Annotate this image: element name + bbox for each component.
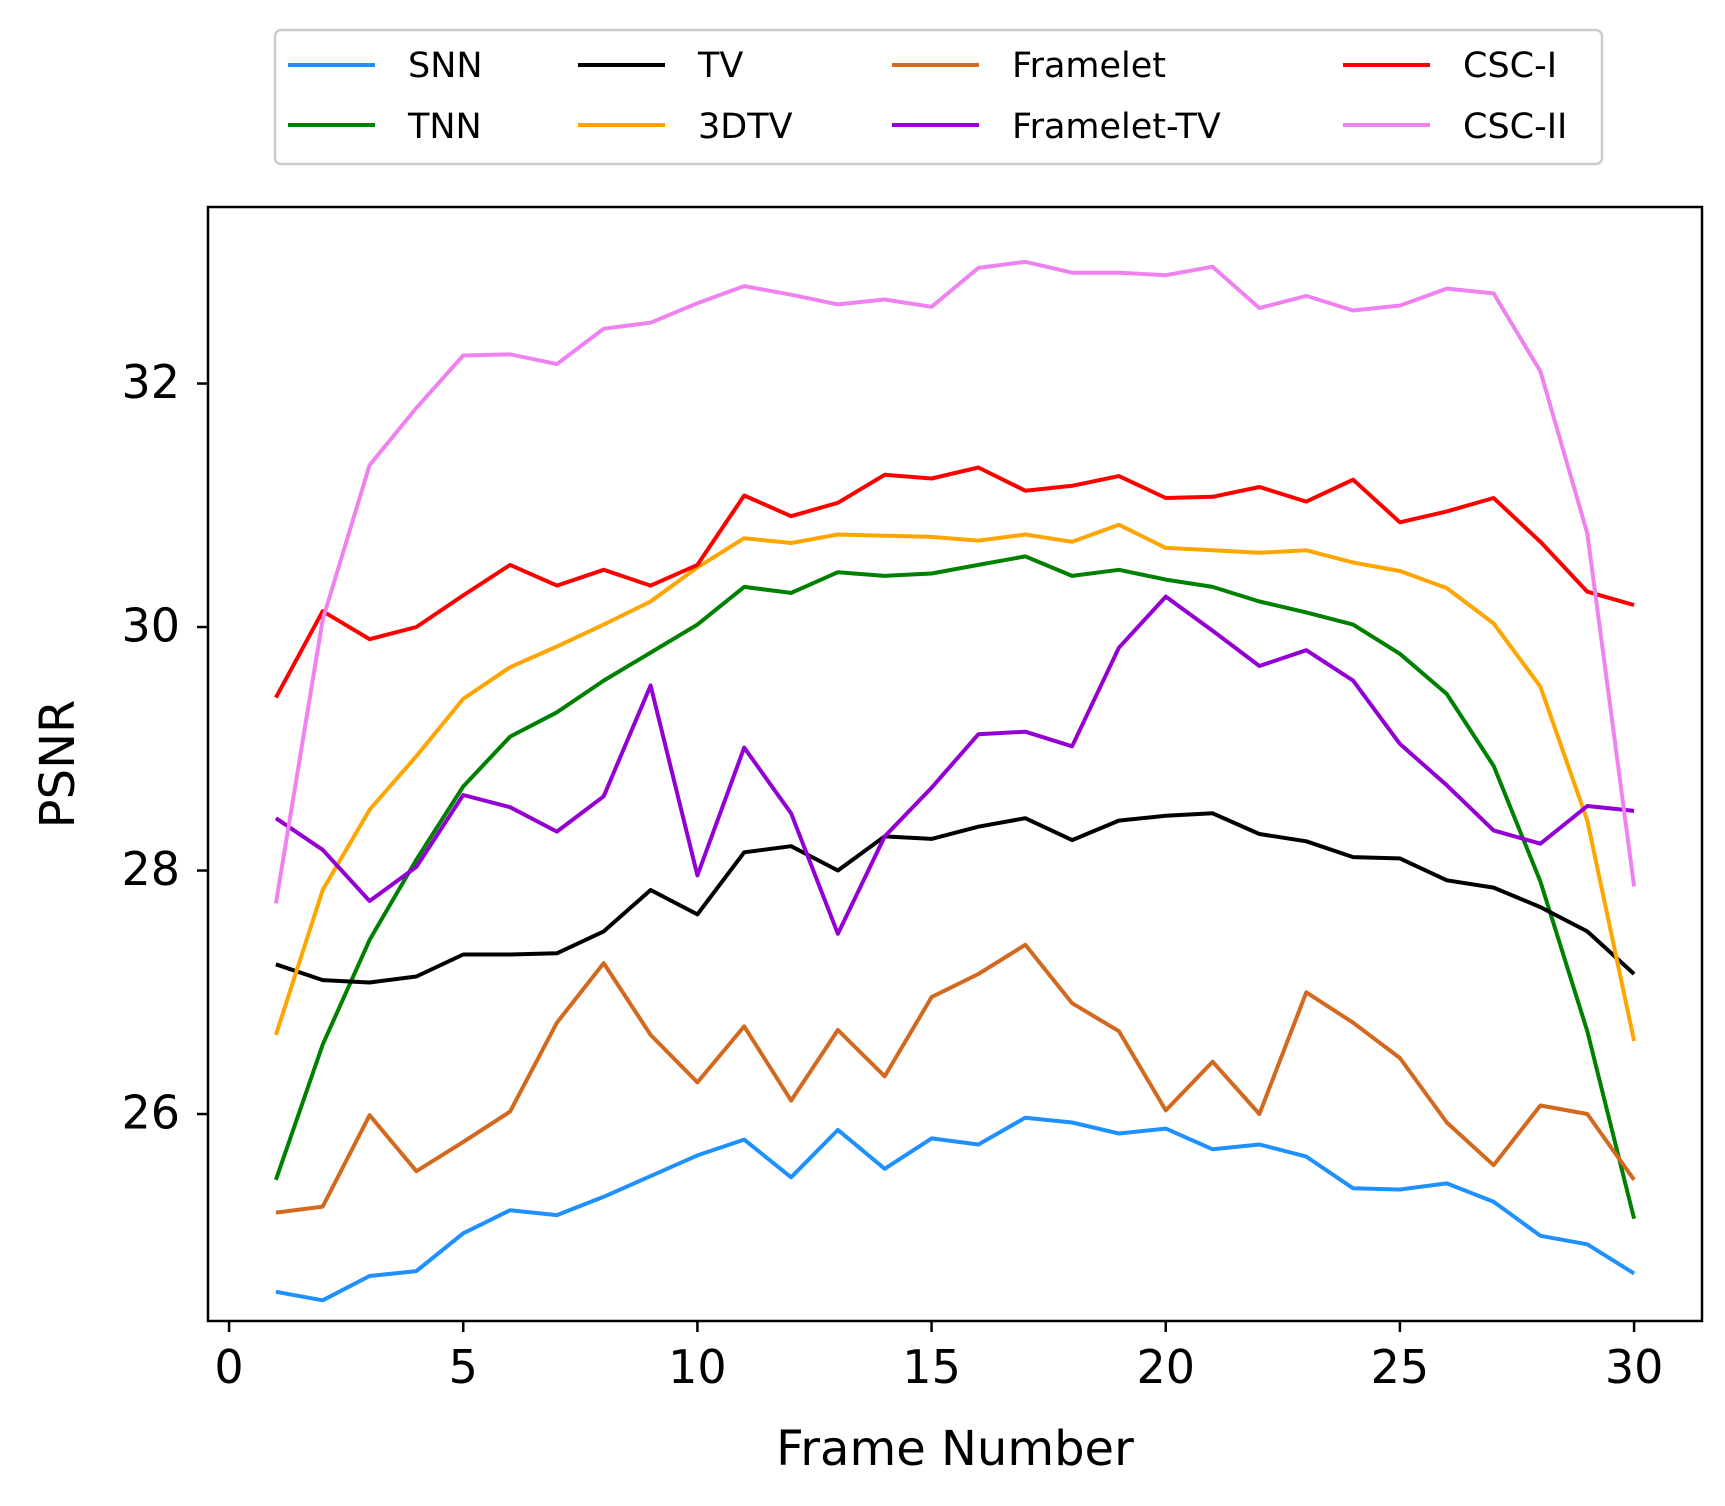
legend-entry-framelet: Framelet [892,46,1166,86]
y-tick-label-28: 28 [121,842,180,896]
legend-label-csc-i: CSC-I [1463,46,1557,86]
series-line-csc-ii [273,259,1637,904]
legend-label-framelet: Framelet [1012,46,1166,86]
y-tick-label-30: 30 [121,599,180,653]
x-tick-label-30: 30 [1605,1340,1664,1394]
series-line-framelet-tv [274,594,1635,936]
legend-label-tv: TV [697,46,743,86]
y-axis: 26 28 30 32 PSNR [30,355,208,1140]
x-tick-label-0: 0 [214,1340,243,1394]
legend-entry-tnn: TNN [288,107,482,147]
x-tick-label-15: 15 [902,1340,961,1394]
series-line-framelet [275,942,1636,1215]
legend-label-snn: SNN [408,46,483,86]
x-tick-label-5: 5 [449,1340,478,1394]
legend-entry-snn: SNN [288,46,483,86]
legend-entry-csc-ii: CSC-II [1343,107,1567,147]
series-line-csc-i [274,465,1635,699]
x-tick-label-25: 25 [1371,1340,1430,1394]
x-axis: 0 5 10 15 20 25 30 Frame Number [214,1321,1663,1477]
x-tick-label-20: 20 [1136,1340,1195,1394]
y-tick-label-32: 32 [121,355,180,409]
series-line-3dtv [273,522,1637,1042]
series-line-tnn [274,554,1637,1220]
series-line-snn [275,1115,1636,1303]
legend: SNN TNN TV 3DTV Framelet Framelet-TV CSC… [273,28,1604,166]
legend-entry-tv: TV [578,46,743,86]
series-line-tv [275,811,1636,985]
legend-entry-csc-i: CSC-I [1343,46,1557,86]
series-layer [273,259,1637,1303]
x-tick-label-10: 10 [668,1340,727,1394]
y-axis-title: PSNR [30,700,86,829]
legend-entry-3dtv: 3DTV [578,107,793,147]
legend-label-tnn: TNN [407,107,482,147]
plot-frame [206,205,1704,1323]
legend-label-3dtv: 3DTV [698,107,793,147]
y-tick-label-26: 26 [121,1086,180,1140]
x-axis-title: Frame Number [776,1421,1134,1477]
legend-label-framelet-tv: Framelet-TV [1012,107,1221,147]
legend-entry-framelet-tv: Framelet-TV [892,107,1221,147]
legend-label-csc-ii: CSC-II [1463,107,1567,147]
